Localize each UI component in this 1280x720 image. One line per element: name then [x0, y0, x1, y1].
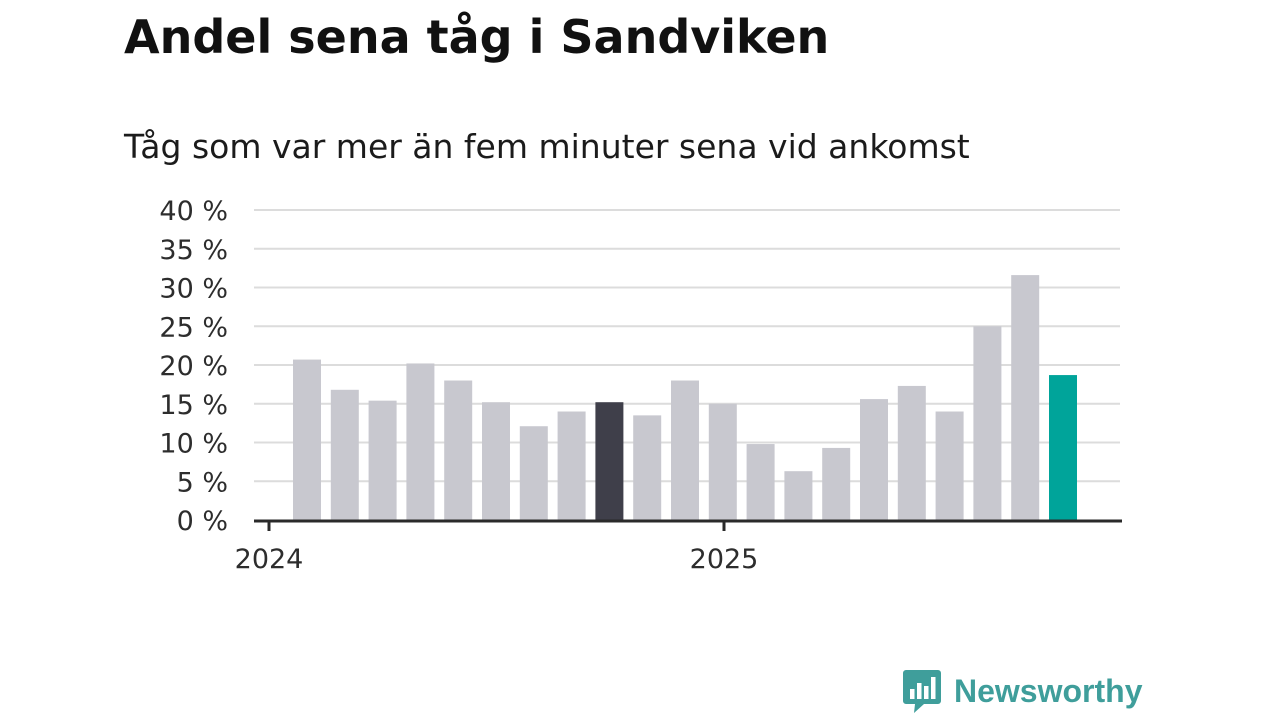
- y-tick-label: 15 %: [159, 390, 228, 421]
- bar: [519, 426, 548, 520]
- x-axis: 2024 2025: [235, 519, 1122, 575]
- bar: [330, 389, 359, 520]
- bar: [973, 326, 1002, 520]
- bar: [708, 403, 737, 520]
- bar: [293, 359, 321, 520]
- bar: [633, 415, 662, 520]
- y-tick-label: 20 %: [159, 351, 228, 382]
- bar: [784, 471, 813, 520]
- y-tick-label: 10 %: [159, 429, 228, 460]
- bar: [1011, 275, 1040, 520]
- bar: [368, 400, 397, 520]
- chart-title: Andel sena tåg i Sandviken: [124, 10, 830, 64]
- bar: [860, 399, 888, 520]
- x-tick-label: 2024: [235, 544, 304, 575]
- y-tick-label: 35 %: [159, 235, 228, 266]
- y-tick-label: 5 %: [177, 467, 228, 498]
- bar: [595, 402, 624, 520]
- x-tick-label: 2025: [690, 544, 759, 575]
- bar: [897, 385, 926, 520]
- bars: [293, 275, 1077, 520]
- y-tick-label: 0 %: [177, 506, 228, 537]
- newsworthy-logo: Newsworthy: [902, 668, 1142, 714]
- y-tick-label: 30 %: [159, 274, 228, 305]
- chart-subtitle: Tåg som var mer än fem minuter sena vid …: [124, 127, 970, 166]
- bar: [671, 380, 699, 520]
- bar: [746, 444, 775, 520]
- bar-chart: 0 %5 %10 %15 %20 %25 %30 %35 %40 % 2024 2…: [159, 196, 1122, 575]
- newsworthy-logo-icon: [903, 670, 941, 713]
- bar: [444, 380, 473, 520]
- bar: [1049, 375, 1077, 520]
- bar: [482, 402, 510, 520]
- y-tick-label: 40 %: [159, 196, 228, 227]
- y-tick-label: 25 %: [159, 312, 228, 343]
- y-axis-ticks: 0 % 5 % 10 % 15 % 20 % 25 % 30 % 35 % 40 %: [159, 196, 228, 537]
- brand-name: Newsworthy: [954, 672, 1143, 709]
- bar: [935, 411, 964, 520]
- bar: [406, 363, 435, 520]
- bar: [557, 411, 586, 520]
- bar: [822, 447, 851, 520]
